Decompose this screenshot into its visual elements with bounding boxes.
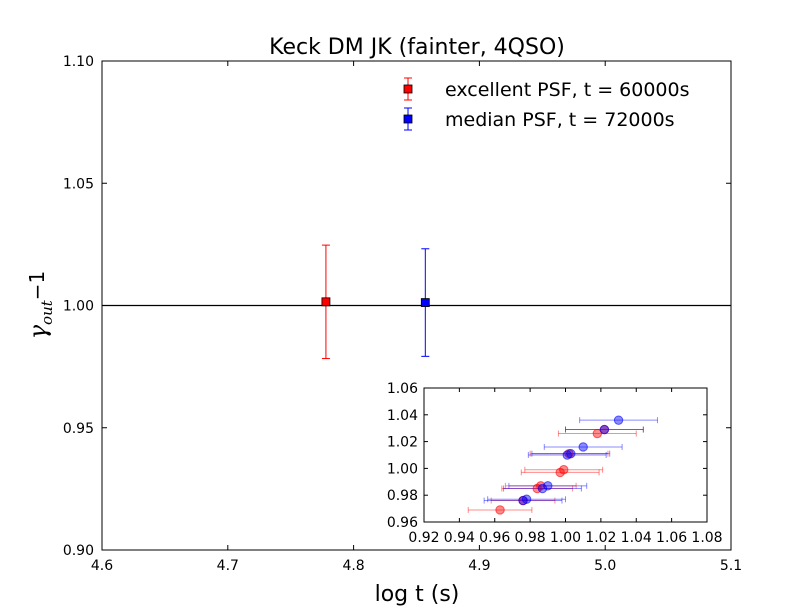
inset-data-point xyxy=(592,428,603,439)
legend-entry: excellent PSF, t = 60000s xyxy=(445,79,690,101)
inset-data-point xyxy=(599,424,610,435)
inset-data-point xyxy=(521,494,532,504)
inset-x-tick-label: 0.92 xyxy=(408,530,439,546)
y-axis-label: γout−1 xyxy=(24,271,56,340)
inset-data-point xyxy=(559,465,569,475)
legend-entry: median PSF, t = 72000s xyxy=(445,109,675,131)
main-plot-area: 4.6 4.7 4.8 4.9 5.0 5.1 0.90 0.95 1.00 1.05 1.10 xyxy=(63,54,742,574)
main-data-layer xyxy=(321,244,430,360)
inset-data-point xyxy=(543,481,553,491)
svg-text:γout−1: γout−1 xyxy=(24,271,56,340)
inset-data-point xyxy=(495,505,505,515)
y-tick-label: 0.95 xyxy=(63,421,94,437)
inset-x-tick-label: 1.08 xyxy=(691,530,722,546)
inset-x-tick-label: 1.02 xyxy=(585,530,616,546)
x-tick-label: 4.7 xyxy=(217,558,239,574)
x-tick-label: 4.8 xyxy=(342,558,364,574)
y-axis-label-main: γ xyxy=(24,324,52,339)
inset-y-tick-label: 0.98 xyxy=(387,488,418,504)
inset-x-tick-label: 0.94 xyxy=(444,530,475,546)
inset-x-tick-label: 1.06 xyxy=(656,530,687,546)
inset-data-point xyxy=(566,448,576,459)
x-axis-label: log t (s) xyxy=(375,582,460,607)
legend-marker xyxy=(403,84,413,94)
legend-marker xyxy=(403,114,413,124)
legend: excellent PSF, t = 60000s median PSF, t =… xyxy=(403,77,690,131)
data-point xyxy=(420,298,430,307)
inset-data-point xyxy=(537,483,548,494)
x-tick-label: 4.9 xyxy=(468,558,490,574)
inset-x-tick-label: 0.98 xyxy=(515,530,546,546)
inset-x-tick-label: 1.04 xyxy=(621,530,652,546)
inset-y-tick-label: 1.02 xyxy=(387,435,418,451)
y-axis-label-sub: out xyxy=(38,299,56,325)
y-tick-label: 1.05 xyxy=(63,176,94,192)
inset-frame xyxy=(423,387,708,523)
x-tick-label: 4.6 xyxy=(91,558,113,574)
chart-title: Keck DM JK (fainter, 4QSO) xyxy=(269,35,565,60)
x-tick-label: 5.1 xyxy=(720,558,742,574)
x-tick-label: 5.0 xyxy=(594,558,616,574)
y-tick-label: 1.00 xyxy=(63,299,94,315)
inset-data-point xyxy=(613,415,624,425)
inset-data-point xyxy=(578,442,588,452)
inset-y-tick-label: 1.06 xyxy=(387,381,418,397)
inset-plot: 0.92 0.94 0.96 0.98 1.00 1.02 1.04 1.06 1.080.96… xyxy=(387,381,723,546)
inset-y-tick-label: 1.00 xyxy=(387,461,418,477)
inset-y-tick-label: 0.96 xyxy=(387,515,418,531)
inset-y-tick-label: 1.04 xyxy=(387,408,418,424)
y-axis-label-suffix: −1 xyxy=(25,271,49,300)
y-tick-label: 1.10 xyxy=(63,54,94,70)
y-tick-label: 0.90 xyxy=(63,543,94,559)
data-point xyxy=(321,297,331,307)
inset-x-tick-label: 1.00 xyxy=(550,530,581,546)
inset-x-tick-label: 0.96 xyxy=(479,530,510,546)
